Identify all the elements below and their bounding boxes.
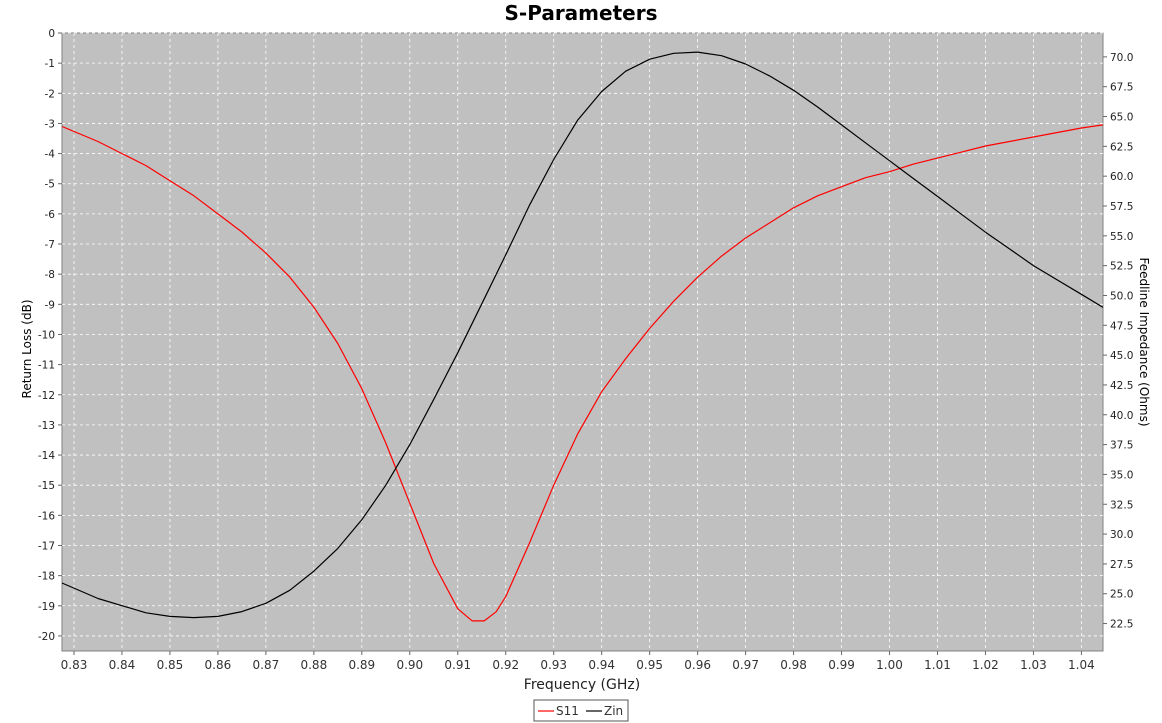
x-tick-label: 1.00 — [876, 658, 903, 672]
legend: S11 Zin — [533, 699, 629, 722]
x-axis-label: Frequency (GHz) — [524, 677, 640, 693]
y-left-tick-label: -12 — [38, 390, 55, 402]
y-right-tick-label: 65.0 — [1110, 112, 1133, 124]
y-right-tick-label: 42.5 — [1110, 380, 1133, 392]
x-tick-label: 0.83 — [61, 658, 88, 672]
left-axis-ticks: 0 -1 -2 -3 -4 -5 -6 -7 -8 -9 -10 -11 -12 -13 -14 -15 -16… — [38, 28, 62, 643]
right-axis-label: Feedline Impedance (Ohms) — [1137, 257, 1151, 426]
y-left-tick-label: -8 — [45, 269, 55, 281]
x-tick-label: 0.98 — [780, 658, 807, 672]
y-left-tick-label: -3 — [45, 118, 55, 130]
series-line-s11 — [61, 124, 1104, 622]
x-tick-label: 0.92 — [492, 658, 519, 672]
series-lines — [61, 51, 1104, 622]
y-right-tick-label: 27.5 — [1110, 559, 1133, 571]
y-left-tick-label: -9 — [45, 299, 55, 311]
legend-s11-label: S11 — [556, 704, 579, 718]
y-left-tick-label: -1 — [45, 58, 55, 70]
x-tick-label: 0.87 — [253, 658, 280, 672]
y-right-tick-label: 67.5 — [1110, 82, 1133, 94]
y-left-tick-label: -15 — [38, 480, 55, 492]
x-tick-label: 0.88 — [300, 658, 327, 672]
y-left-tick-label: -16 — [38, 510, 55, 522]
series-line-zin — [61, 51, 1104, 619]
x-tick-label: 0.84 — [109, 658, 136, 672]
x-tick-label: 0.96 — [684, 658, 711, 672]
left-axis-label: Return Loss (dB) — [20, 300, 34, 399]
y-right-tick-label: 30.0 — [1110, 529, 1133, 541]
y-right-tick-label: 50.0 — [1110, 290, 1133, 302]
y-right-tick-label: 47.5 — [1110, 320, 1133, 332]
plot-area — [61, 32, 1104, 652]
y-left-tick-label: -2 — [45, 88, 55, 100]
x-tick-label: 0.94 — [588, 658, 615, 672]
x-tick-label: 1.04 — [1068, 658, 1095, 672]
y-right-tick-label: 22.5 — [1110, 619, 1133, 631]
x-tick-label: 0.85 — [157, 658, 184, 672]
x-tick-label: 1.02 — [972, 658, 999, 672]
legend-zin-label: Zin — [604, 704, 623, 718]
x-tick-label: 0.86 — [205, 658, 232, 672]
x-tick-label: 0.89 — [348, 658, 375, 672]
y-left-tick-label: -18 — [38, 571, 55, 583]
y-right-tick-label: 40.0 — [1110, 410, 1133, 422]
x-tick-label: 0.97 — [732, 658, 759, 672]
x-axis-ticks: 0.83 0.84 0.85 0.86 0.87 0.88 0.89 0.90 0.91 0.92… — [61, 651, 1095, 672]
y-left-tick-label: -7 — [45, 239, 55, 251]
y-right-tick-label: 57.5 — [1110, 201, 1133, 213]
y-left-tick-label: -10 — [38, 329, 55, 341]
x-tick-label: 0.91 — [444, 658, 471, 672]
y-left-tick-label: -13 — [38, 420, 55, 432]
x-tick-label: 0.95 — [636, 658, 663, 672]
y-left-tick-label: -6 — [45, 209, 56, 221]
y-right-tick-label: 37.5 — [1110, 440, 1133, 452]
y-right-tick-label: 25.0 — [1110, 589, 1133, 601]
x-tick-label: 1.01 — [924, 658, 951, 672]
y-left-tick-label: -20 — [38, 631, 55, 643]
y-left-tick-label: -14 — [38, 450, 55, 462]
y-right-tick-label: 55.0 — [1110, 231, 1133, 243]
x-tick-label: 0.90 — [396, 658, 423, 672]
x-tick-label: 1.03 — [1020, 658, 1047, 672]
y-right-tick-label: 60.0 — [1110, 171, 1133, 183]
y-right-tick-label: 35.0 — [1110, 469, 1133, 481]
y-left-tick-label: -19 — [38, 601, 55, 613]
y-left-tick-label: -11 — [38, 360, 55, 372]
grid-lines — [62, 32, 1103, 651]
y-left-tick-label: 0 — [48, 28, 55, 40]
y-right-tick-label: 70.0 — [1110, 52, 1133, 64]
y-left-tick-label: -4 — [45, 149, 56, 161]
y-left-tick-label: -5 — [45, 179, 55, 191]
x-tick-label: 0.99 — [828, 658, 855, 672]
x-tick-label: 0.93 — [540, 658, 567, 672]
y-left-tick-label: -17 — [38, 540, 55, 552]
y-right-tick-label: 62.5 — [1110, 141, 1133, 153]
y-right-tick-label: 32.5 — [1110, 499, 1133, 511]
right-axis-ticks: 22.5 25.0 27.5 30.0 32.5 35.0 37.5 40.0 42.5 45.0… — [1103, 52, 1133, 631]
y-right-tick-label: 45.0 — [1110, 350, 1133, 362]
chart-title: S-Parameters — [505, 1, 658, 25]
legend-box — [533, 699, 629, 722]
y-right-tick-label: 52.5 — [1110, 261, 1133, 273]
